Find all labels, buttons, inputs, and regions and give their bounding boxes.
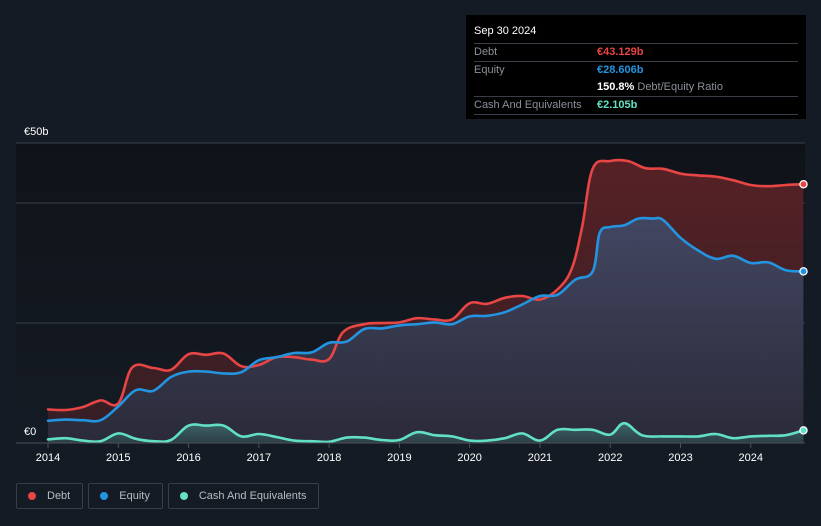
tooltip-date: Sep 30 2024 xyxy=(474,25,537,37)
tooltip-ratio-label: Debt/Equity Ratio xyxy=(637,81,723,93)
tooltip-debt-label: Debt xyxy=(474,46,498,58)
tooltip-cash-label: Cash And Equivalents xyxy=(474,99,582,111)
x-tick-label-2018: 2018 xyxy=(317,452,341,464)
legend-item-equity[interactable]: Equity xyxy=(88,483,163,509)
legend-equity-label: Equity xyxy=(119,490,150,502)
equity-area xyxy=(48,217,804,443)
cash-and-equivalents-endpoint-marker[interactable] xyxy=(799,426,808,435)
chart-legend: Debt Equity Cash And Equivalents xyxy=(16,483,320,509)
tooltip-row-equity: Equity €28.606b xyxy=(474,61,798,79)
series-endpoints xyxy=(799,179,808,435)
tooltip-equity-label: Equity xyxy=(474,64,505,76)
x-tick-label-2016: 2016 xyxy=(176,452,200,464)
x-tick-label-2019: 2019 xyxy=(387,452,411,464)
x-tick-label-2021: 2021 xyxy=(528,452,552,464)
x-tick-label-2014: 2014 xyxy=(36,452,60,464)
cash-dot-icon xyxy=(179,492,188,500)
x-tick-label-2023: 2023 xyxy=(668,452,692,464)
y-axis-labels: €50b €0 xyxy=(24,126,48,438)
tooltip-row-cash: Cash And Equivalents €2.105b xyxy=(474,96,798,115)
debt-dot-icon xyxy=(28,492,36,500)
tooltip-panel: Sep 30 2024 Debt €43.129b Equity €28.606… xyxy=(466,15,806,119)
equity-endpoint-marker[interactable] xyxy=(799,267,808,276)
legend-debt-label: Debt xyxy=(47,490,71,502)
debt-line xyxy=(46,158,805,412)
equity-line xyxy=(46,216,805,423)
x-axis-ticks: 2014 2015 2016 2017 2018 2019 2020 2021 2022 2023… xyxy=(36,443,763,464)
series-lines xyxy=(46,158,805,444)
debt-endpoint-marker[interactable] xyxy=(799,179,808,189)
tooltip-debt-value: €43.129b xyxy=(597,46,644,58)
equity-dot-icon xyxy=(100,492,109,500)
tooltip-cash-value: €2.105b xyxy=(597,99,638,111)
x-tick-label-2020: 2020 xyxy=(457,452,481,464)
x-tick-label-2024: 2024 xyxy=(739,452,763,464)
x-tick-label-2015: 2015 xyxy=(106,452,130,464)
tooltip-row-ratio: 150.8% Debt/Equity Ratio xyxy=(474,79,798,96)
tooltip-equity-value: €28.606b xyxy=(597,64,644,76)
legend-item-cash[interactable]: Cash And Equivalents xyxy=(167,483,320,509)
tooltip-row-debt: Debt €43.129b xyxy=(474,43,798,61)
tooltip-ratio: 150.8% Debt/Equity Ratio xyxy=(597,79,723,96)
legend-cash-label: Cash And Equivalents xyxy=(198,490,307,502)
tooltip-ratio-value: 150.8% xyxy=(597,81,635,93)
legend-item-debt[interactable]: Debt xyxy=(16,483,84,509)
x-tick-label-2017: 2017 xyxy=(247,452,271,464)
x-tick-label-2022: 2022 xyxy=(598,452,622,464)
y-tick-label-0: €0 xyxy=(24,426,36,438)
y-tick-label-50: €50b xyxy=(24,126,48,138)
cash-and-equivalents-line xyxy=(46,421,805,444)
